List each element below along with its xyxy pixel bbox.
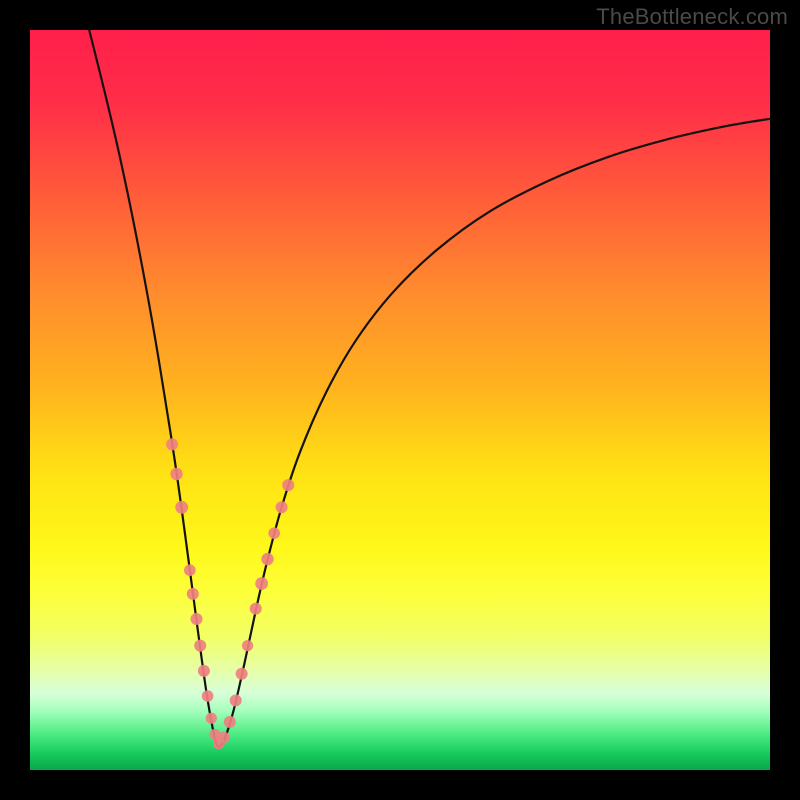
curve-marker: [194, 640, 206, 652]
curve-marker: [224, 716, 236, 728]
curve-marker: [202, 690, 214, 702]
curve-marker: [261, 553, 273, 565]
watermark-text: TheBottleneck.com: [596, 4, 788, 30]
curve-marker: [175, 501, 188, 514]
curve-marker: [276, 501, 288, 513]
curve-marker: [242, 640, 253, 651]
curve-marker: [170, 468, 182, 480]
curve-marker: [218, 732, 230, 744]
curve-marker: [198, 665, 210, 677]
bottleneck-curve: [89, 30, 770, 748]
curve-marker: [187, 588, 199, 600]
curve-marker: [184, 564, 196, 576]
curve-marker: [282, 479, 294, 491]
curve-marker: [255, 577, 268, 590]
curve-marker: [268, 527, 280, 539]
curve-marker: [230, 694, 242, 706]
curve-marker: [191, 613, 203, 625]
curve-markers: [166, 438, 294, 749]
curve-marker: [206, 713, 217, 724]
curve-layer: [30, 30, 770, 770]
curve-marker: [250, 603, 262, 615]
plot-area: [30, 30, 770, 770]
curve-marker: [166, 438, 178, 450]
chart-frame: TheBottleneck.com: [0, 0, 800, 800]
curve-marker: [236, 668, 248, 680]
